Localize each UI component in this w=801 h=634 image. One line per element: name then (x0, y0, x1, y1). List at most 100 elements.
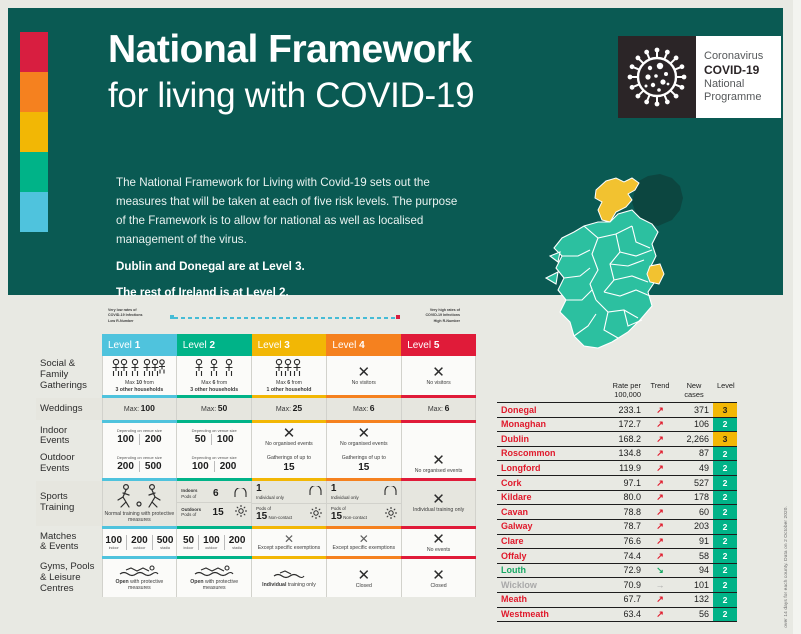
matches-level-4-cell: ✕ Except specific exemptions (325, 528, 402, 557)
county-name: Dublin (497, 431, 583, 447)
table-row[interactable]: Monaghan 172.7 ↗ 106 2 (497, 417, 737, 433)
county-name: Clare (497, 534, 583, 550)
sports-l3-indoor-sub: Individual only (256, 495, 284, 501)
trend-up-icon: ↗ (645, 490, 675, 506)
social-level-3-cell: Max 6 from 1 other household (251, 356, 327, 395)
page-right-edge (793, 0, 801, 634)
sports-l2-split: Indoors Pods of 6 Outdoors Pods of 15 (177, 485, 252, 521)
county-rate: 67.7 (583, 592, 645, 608)
matches-l1-indoor: 100 indoor (101, 535, 126, 550)
x-icon: ✕ (432, 363, 445, 381)
bar-level-3 (251, 395, 327, 398)
highlight-level3: Dublin and Donegal are at Level 3. (116, 259, 305, 273)
county-rate: 76.6 (583, 534, 645, 550)
matches-l5-caption: No events (426, 546, 451, 553)
trend-up-icon: ↗ (645, 475, 675, 491)
outdoor-l1-note: Depending on venue size (116, 455, 162, 461)
logo-line-3: National (704, 77, 745, 90)
county-name: Meath (497, 592, 583, 608)
county-rate: 78.8 (583, 504, 645, 520)
table-row[interactable]: Louth 72.9 ↘ 94 2 (497, 563, 737, 579)
county-table-header-row: Rate per 100,000 Trend New cases Level (497, 381, 737, 404)
level-1-label: Level (108, 339, 135, 351)
table-row[interactable]: Donegal 233.1 ↗ 371 3 (497, 402, 737, 418)
table-row[interactable]: Cork 97.1 ↗ 527 2 (497, 475, 737, 491)
matches-l1-values: 100 indoor 200 outdoor 500 stadia (101, 534, 176, 550)
gyms-l3-caption: Individual training only (253, 582, 325, 589)
row-label-social: Social & Family Gatherings (40, 358, 87, 391)
sports-l2-outdoor-label: Outdoors (181, 506, 202, 512)
indoor-l2-b: 100 (210, 433, 239, 445)
x-icon: ✕ (283, 532, 295, 547)
indoor-l2-a: 50 (194, 433, 206, 445)
matches-l2-indoor: 50 indoor (179, 535, 198, 550)
bar-level-5 (401, 556, 476, 560)
table-row[interactable]: Galway 78.7 ↗ 203 2 (497, 519, 737, 535)
legend-right-line2: COVID-19 Infections (425, 313, 460, 318)
matches-l1-outdoor: 200 outdoor (126, 534, 152, 550)
table-row[interactable]: Longford 119.9 ↗ 49 2 (497, 460, 737, 477)
bar-level-4 (326, 419, 402, 423)
matches-level-2-cell: 50 indoor 100 outdoor 200 stadia (176, 528, 253, 557)
county-name: Offaly (497, 548, 583, 564)
county-name: Kildare (497, 490, 583, 506)
social-level-3-caption: Max 6 from (253, 380, 325, 387)
social-l2-cap2: from (215, 380, 228, 386)
county-level-badge: 2 (713, 577, 737, 593)
social-level-2-caption2: 3 other households (178, 387, 250, 394)
sports-l4-split: 1 Individual only Pods of 15 Non-contact (326, 481, 401, 525)
table-row[interactable]: Dublin 168.2 ↗ 2,266 3 (497, 431, 737, 447)
gyms-l4-caption: Closed (355, 582, 372, 589)
sports-l4-outdoor-labels: Pods of 15 Non-contact (331, 506, 367, 523)
people-group-icon (192, 358, 236, 380)
bar-level-1 (102, 395, 177, 398)
county-name: Longford (497, 460, 583, 477)
indoor-level-4-cell: ✕ No organised events (325, 422, 402, 451)
swimmer-icon (118, 565, 160, 579)
table-row[interactable]: Westmeath 63.4 ↗ 56 2 (497, 607, 737, 623)
level-1-swatch (20, 192, 48, 232)
legend-start-marker (170, 315, 174, 319)
table-row[interactable]: Offaly 74.4 ↗ 58 2 (497, 548, 737, 564)
matches-l2-outdoor-value: 100 (203, 534, 220, 546)
weddings-l3-value: 25 (292, 403, 303, 413)
county-level-badge: 2 (713, 475, 737, 491)
county-rate: 97.1 (583, 475, 645, 491)
level-4-label: Level (332, 339, 360, 351)
x-icon: ✕ (358, 532, 369, 547)
framework-row-social: Social & Family Gatherings Max 10 from (36, 356, 477, 395)
table-row[interactable]: Meath 67.7 ↗ 132 2 (497, 592, 737, 608)
table-row[interactable]: Clare 76.6 ↗ 91 2 (497, 534, 737, 550)
county-name: Donegal (497, 402, 583, 418)
county-rate: 63.4 (583, 607, 645, 623)
social-l3-cap2: from (290, 380, 302, 386)
divider-bar-3 (36, 477, 476, 481)
highlight-level2: The rest of Ireland is at Level 2. (116, 286, 289, 300)
table-row[interactable]: Wicklow 70.9 → 101 2 (497, 577, 737, 593)
covid19-national-programme-logo: Coronavirus COVID-19 National Programme (618, 36, 781, 118)
row-label-gyms: Gyms, Pools & Leisure Centres (40, 561, 95, 594)
sports-l3-outdoor-labels: Pods of 15 Non-contact (256, 506, 292, 523)
level-2-number: 2 (209, 339, 216, 351)
runners-icon (113, 483, 165, 511)
table-row[interactable]: Kildare 80.0 ↗ 178 2 (497, 490, 737, 506)
roof-icon (234, 486, 247, 500)
matches-l2-outdoor: 100 outdoor (198, 534, 224, 550)
county-level-badge: 2 (713, 534, 737, 550)
sports-level-1-cell: Normal training with protective measures (101, 480, 178, 526)
indoor-l1-values: 100 200 (104, 433, 176, 445)
gyms-level-1-cell: Open with protective measures (101, 559, 178, 598)
county-name: Monaghan (497, 417, 583, 433)
map-county-borders (562, 225, 653, 339)
table-row[interactable]: Cavan 78.8 ↗ 60 2 (497, 504, 737, 520)
county-level-badge: 2 (713, 548, 737, 564)
outdoor-l3-note: Gatherings of up to (266, 455, 312, 462)
social-l2-cap3: 3 other households (190, 386, 239, 393)
indoor-l1-a: 100 (117, 433, 134, 445)
swimmer-icon (193, 565, 235, 579)
level-5-number: 5 (433, 339, 440, 351)
table-row[interactable]: Roscommon 134.8 ↗ 87 2 (497, 446, 737, 462)
county-name: Westmeath (497, 607, 583, 623)
county-new-cases: 203 (675, 519, 713, 535)
level-2-swatch (20, 152, 48, 192)
